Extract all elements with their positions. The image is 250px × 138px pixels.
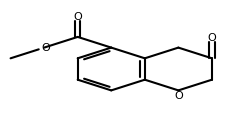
Text: O: O [41,43,50,53]
Text: O: O [208,33,216,43]
Text: O: O [174,91,183,101]
Text: O: O [73,12,82,22]
